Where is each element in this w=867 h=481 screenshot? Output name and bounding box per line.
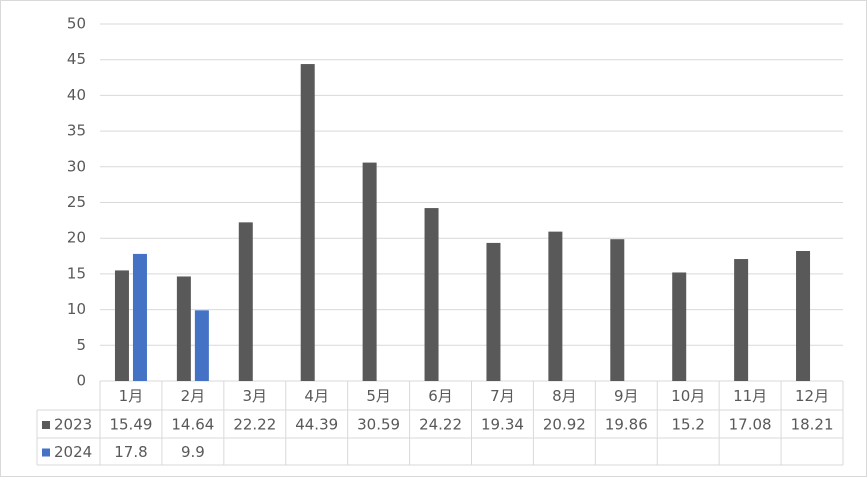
y-tick-label: 40 (67, 86, 86, 104)
table-value: 9.9 (181, 443, 205, 461)
bar (238, 222, 253, 381)
y-tick-label: 50 (67, 15, 86, 33)
y-tick-label: 20 (67, 229, 86, 247)
y-tick-label: 25 (67, 193, 86, 211)
x-tick-label: 8月 (552, 387, 577, 405)
x-tick-label: 3月 (243, 387, 268, 405)
y-tick-label: 10 (67, 300, 86, 318)
bar (176, 276, 191, 381)
bar (548, 231, 563, 381)
table-value: 18.21 (791, 416, 834, 434)
table-value: 17.08 (729, 416, 772, 434)
table-value: 22.22 (233, 416, 276, 434)
y-tick-label: 30 (67, 157, 86, 175)
table-value: 24.22 (419, 416, 462, 434)
legend-key (42, 448, 50, 457)
legend-key (42, 421, 50, 429)
y-tick-label: 45 (67, 50, 86, 68)
table-value: 17.8 (114, 443, 147, 461)
bar (486, 242, 501, 381)
x-tick-label: 2月 (181, 387, 206, 405)
table-value: 44.39 (295, 416, 338, 434)
x-tick-label: 12月 (795, 387, 829, 405)
table-value: 15.49 (109, 416, 152, 434)
table-value: 19.86 (605, 416, 648, 434)
bar (194, 310, 209, 381)
table-value: 14.64 (171, 416, 214, 434)
bar (300, 64, 315, 382)
x-tick-label: 7月 (490, 387, 515, 405)
x-tick-label: 9月 (614, 387, 639, 405)
legend-label: 2024 (54, 443, 92, 461)
y-tick-label: 0 (76, 372, 86, 390)
y-tick-label: 15 (67, 264, 86, 282)
x-tick-label: 5月 (366, 387, 391, 405)
bar (796, 250, 811, 381)
y-tick-label: 35 (67, 122, 86, 140)
bar (362, 162, 377, 381)
bar (132, 253, 147, 381)
bar (734, 259, 749, 381)
x-tick-label: 4月 (304, 387, 329, 405)
legend-label: 2023 (54, 416, 92, 434)
x-tick-label: 11月 (733, 387, 767, 405)
bar (114, 270, 129, 381)
x-tick-label: 6月 (428, 387, 453, 405)
table-value: 19.34 (481, 416, 524, 434)
table-value: 20.92 (543, 416, 586, 434)
x-tick-label: 1月 (119, 387, 144, 405)
bar (424, 208, 439, 381)
table-value: 30.59 (357, 416, 400, 434)
table-value: 15.2 (672, 416, 705, 434)
bar (672, 272, 687, 381)
x-tick-label: 10月 (671, 387, 705, 405)
bar (610, 239, 625, 381)
y-tick-label: 5 (76, 336, 86, 354)
